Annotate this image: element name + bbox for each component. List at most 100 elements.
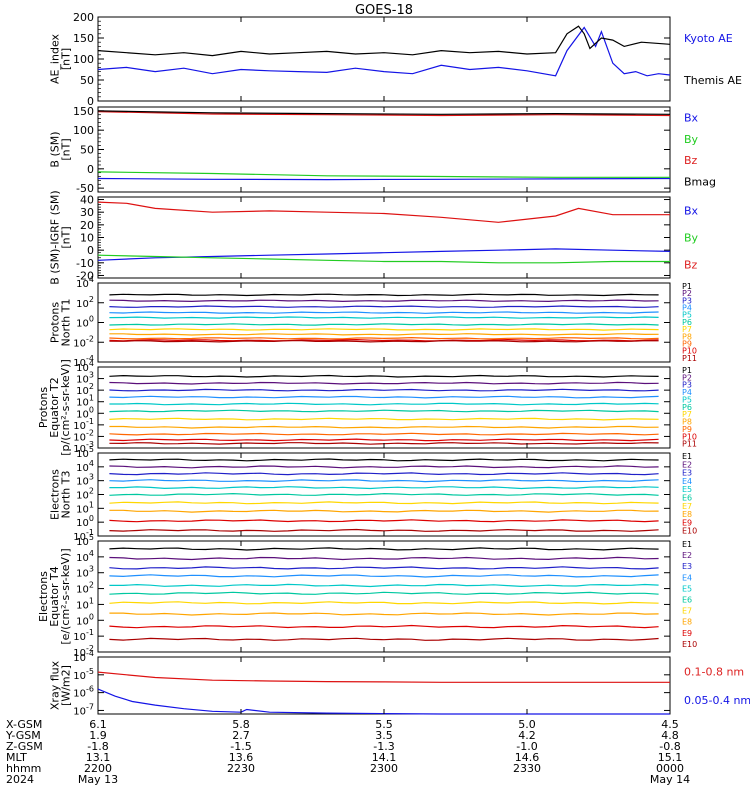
legend-e5: E5 [682, 584, 692, 593]
channel-line-e10 [109, 528, 659, 532]
y-tick-label: 20 [80, 219, 94, 232]
legend-e7: E7 [682, 607, 692, 616]
legend-e10: E10 [682, 527, 697, 536]
panel-frame [97, 656, 671, 715]
y-tick-label: 0 [87, 163, 94, 176]
x-tick-label: 5.8 [232, 718, 250, 731]
channel-line-e8 [109, 509, 659, 513]
legend-e3: E3 [682, 562, 692, 571]
x-tick-label: 15.1 [658, 751, 683, 764]
x-tick-label: 0000 [656, 762, 684, 775]
legend-0-05-0-4-nm: 0.05-0.4 nm [684, 694, 750, 707]
panel-1: 0 50 100 150 200 AE_index[nT] Kyoto AE Themis A… [49, 11, 742, 108]
x-row-label: X-GSM [6, 718, 42, 731]
y-tick-label: 100 [76, 514, 94, 529]
y-tick-label: 30 [80, 206, 94, 219]
legend-p11: P11 [682, 354, 697, 363]
y-tick-label: 150 [73, 105, 94, 118]
y-tick-label: 0 [87, 244, 94, 257]
legend-p5: P5 [682, 395, 692, 404]
series-kyoto-ae [97, 26, 671, 77]
channel-line-e4 [109, 479, 659, 483]
panel-5: 10-310-210-1100101102103104ProtonsEquato… [37, 359, 697, 456]
channel-line-e8 [109, 612, 659, 616]
channel-line-p2 [109, 381, 659, 385]
x-tick-label: 2230 [227, 762, 255, 775]
x-tick-label: 2330 [513, 762, 541, 775]
channel-line-e6 [109, 492, 659, 496]
channel-line-p8 [109, 425, 659, 429]
legend-p2: P2 [682, 289, 692, 298]
y-axis-label: Equator T4 [48, 566, 61, 626]
x-tick-label: 5.0 [518, 718, 536, 731]
channel-line-e4 [109, 574, 659, 578]
legend-p9: P9 [682, 425, 692, 434]
legend-bz: Bz [684, 154, 698, 167]
legend-e9: E9 [682, 629, 692, 638]
channel-line-p1 [109, 374, 659, 378]
x-tick-label: 3.5 [375, 729, 393, 742]
channel-line-e5 [109, 583, 659, 588]
legend-e10: E10 [682, 640, 697, 649]
legend-e2: E2 [682, 551, 692, 560]
channel-line-p4 [109, 395, 659, 399]
legend-p9: P9 [682, 339, 692, 348]
y-tick-label: 50 [80, 144, 94, 157]
channel-line-e6 [109, 591, 659, 595]
x-tick-label: 4.8 [661, 729, 679, 742]
panel-frame [97, 540, 671, 653]
series-by [97, 254, 670, 264]
x-tick-label: -1.3 [373, 740, 394, 753]
y-tick-label: 10-2 [73, 334, 94, 349]
channel-line-p7 [109, 328, 659, 331]
y-tick-label: 101 [76, 500, 94, 515]
y-tick-label: 10-6 [73, 685, 94, 700]
legend-bx: Bx [684, 112, 699, 125]
channel-line-p9 [109, 336, 659, 340]
legend-p2: P2 [682, 373, 692, 382]
legend-p1: P1 [682, 282, 692, 291]
y-tick-label: -50 [76, 182, 94, 195]
x-tick-label: 14.1 [372, 751, 397, 764]
y-axis-label: [e/(cm²-s-sr-keV)] [59, 548, 72, 644]
y-tick-label: 40 [80, 194, 94, 207]
y-axis-label: Electrons [49, 469, 62, 520]
channel-line-p6 [109, 409, 659, 413]
x-tick-label: 6.1 [89, 718, 107, 731]
series-by [97, 171, 670, 178]
channel-line-p8 [109, 333, 659, 336]
panel-2: -50 0 50 100 150 B (SM)[nT] Bx By Bz Bmag [49, 105, 717, 195]
legend-0-1-0-8-nm: 0.1-0.8 nm [684, 665, 744, 678]
y-tick-label: 100 [76, 315, 94, 330]
legend-p8: P8 [682, 418, 692, 427]
legend-p11: P11 [682, 440, 697, 449]
y-tick-label: 100 [73, 124, 94, 137]
channel-line-e5 [109, 486, 659, 490]
y-tick-label: 104 [76, 549, 94, 564]
y-axis-label: Protons [49, 302, 62, 343]
y-axis-label: Xray flux [49, 660, 62, 710]
channel-line-p3 [109, 305, 659, 308]
y-axis-label: [W/m2] [60, 665, 73, 706]
y-tick-label: 10-7 [73, 702, 94, 717]
y-tick-label: 102 [76, 295, 94, 310]
channel-line-e9 [109, 519, 659, 523]
x-tick-label: 13.1 [86, 751, 111, 764]
x-tick-label: 4.5 [661, 718, 679, 731]
legend-e5: E5 [682, 485, 692, 494]
series-bx [97, 177, 671, 181]
y-tick-label: 100 [73, 53, 94, 66]
x-tick-label: -1.5 [230, 740, 251, 753]
y-axis-label: North T1 [60, 299, 73, 347]
y-tick-label: 150 [73, 32, 94, 45]
channel-line-p11 [109, 340, 659, 343]
legend-p3: P3 [682, 381, 692, 390]
channel-line-p3 [109, 388, 659, 392]
channel-line-e3 [109, 566, 659, 570]
x-tick-label: 1.9 [89, 729, 107, 742]
channel-line-p4 [109, 311, 659, 314]
y-axis-label: [nT] [60, 226, 73, 248]
